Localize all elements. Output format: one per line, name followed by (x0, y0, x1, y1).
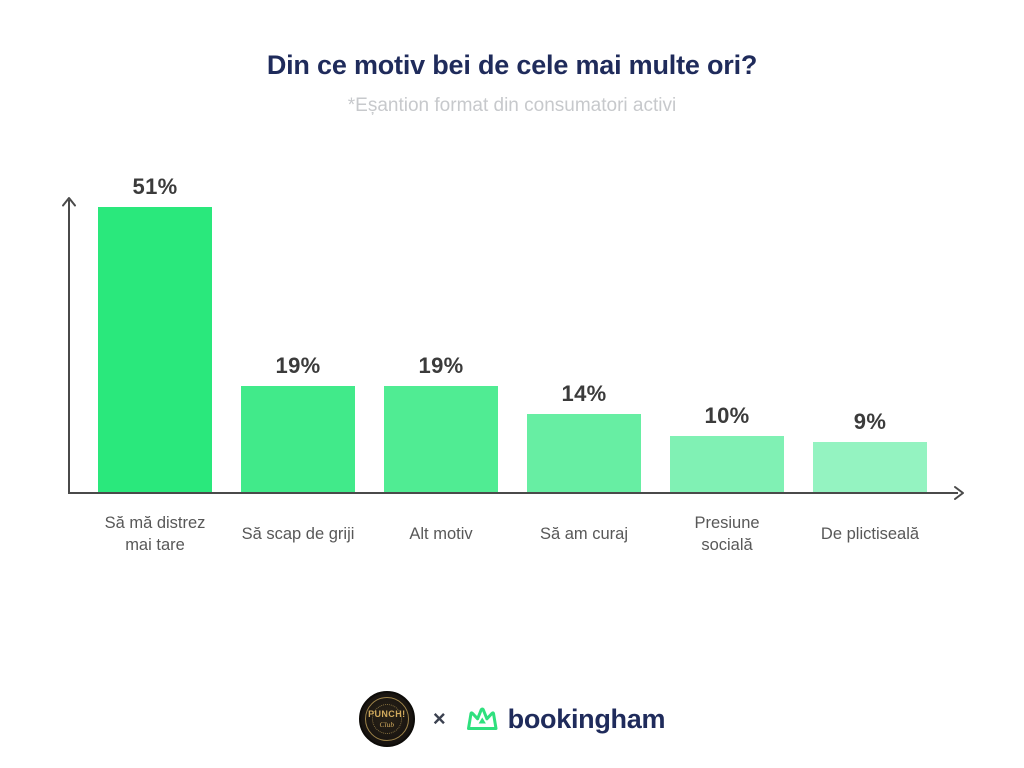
bar-value-label: 14% (561, 381, 607, 406)
footer-logos: PUNCH! Club × bookingham (0, 688, 1024, 750)
category-label: Alt motiv (409, 524, 473, 543)
bar-chart: 51% 19% 19% 14% 10% 9% (62, 154, 968, 500)
category-label: Presiune socială (694, 513, 760, 554)
category-label: Să scap de griji (241, 524, 355, 543)
bar-value-label: 9% (853, 409, 887, 434)
bar-group: 19% (241, 353, 355, 492)
punch-club-logo-subtext: Club (379, 720, 395, 729)
bar-value-label: 19% (418, 353, 464, 378)
collab-x-separator: × (432, 706, 446, 731)
bar-group: 51% (98, 174, 212, 492)
bar-group: 9% (813, 409, 927, 492)
y-axis-arrow-icon (62, 197, 76, 207)
bar-value-label: 19% (275, 353, 321, 378)
bar-group: 14% (527, 381, 641, 492)
bar-value-label: 10% (704, 403, 750, 428)
category-labels-row: Să mă distrez mai tare Să scap de griji … (98, 506, 927, 562)
x-axis (68, 492, 958, 494)
bar-group: 10% (670, 403, 784, 492)
bar-value-label: 51% (132, 174, 178, 199)
bar (384, 386, 498, 492)
bar (527, 414, 641, 492)
bar-group: 19% (384, 353, 498, 492)
bar (98, 207, 212, 492)
bars-row: 51% 19% 19% 14% 10% 9% (98, 174, 927, 492)
bar (241, 386, 355, 492)
category-label: De plictiseală (820, 524, 920, 543)
bookingham-logo-text: bookingham (507, 703, 666, 734)
punch-club-logo: PUNCH! Club (358, 691, 415, 747)
punch-club-logo-text: PUNCH! (368, 709, 406, 719)
y-axis (68, 200, 70, 494)
category-label: Să mă distrez mai tare (104, 513, 206, 554)
x-axis-arrow-icon (954, 486, 964, 500)
chart-title: Din ce motiv bei de cele mai multe ori? (266, 50, 758, 80)
crown-icon (466, 706, 498, 730)
category-label: Să am curaj (539, 524, 629, 543)
chart-subtitle: *Eșantion format din consumatori activi (347, 95, 677, 116)
bookingham-logo: bookingham (464, 703, 666, 735)
bar (670, 436, 784, 492)
bar (813, 442, 927, 492)
